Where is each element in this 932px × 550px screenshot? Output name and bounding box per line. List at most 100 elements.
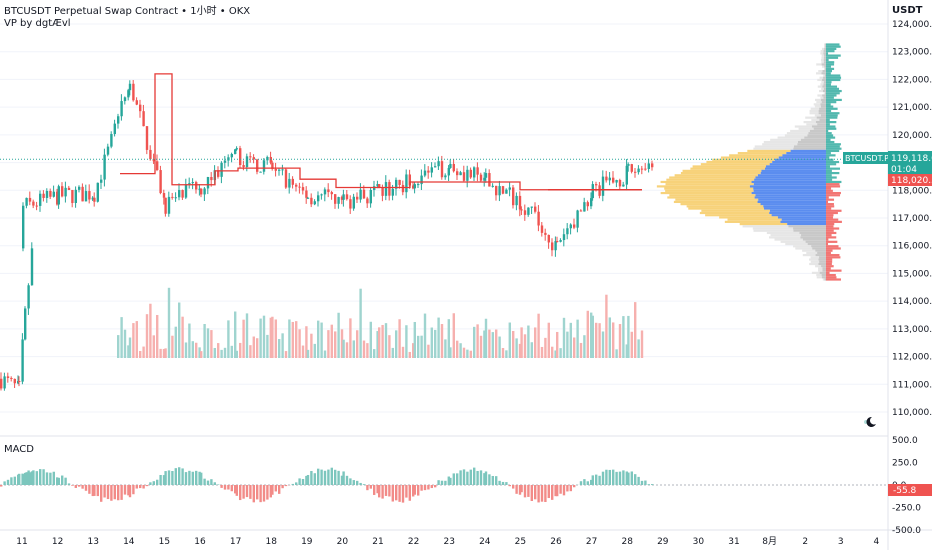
candle-body [305,190,308,198]
vp-row-left [810,256,820,259]
volume-bar [469,350,472,358]
candle-body [291,178,294,185]
vp-row-left [688,207,765,210]
macd-bar [310,470,313,485]
vp-delta [826,43,840,46]
volume-bar [515,338,518,358]
macd-bar [523,485,527,498]
vp-row-right [774,158,826,161]
macd-bar [81,485,84,489]
vp-row-right [819,107,826,110]
poc-path [120,73,548,191]
vp-row-right [790,149,826,153]
vp-row-right [802,238,826,241]
settings-icon[interactable] [864,416,876,427]
volume-bar [210,330,213,358]
candle-body [423,170,427,176]
vp-row-right [817,251,826,255]
candle-body [356,196,359,200]
vp-delta [826,114,838,117]
macd-bar [484,471,488,485]
vp-delta [826,265,834,268]
candle-body [340,197,344,200]
macd-bar [518,485,522,495]
macd-bar [586,481,589,485]
macd-bar [330,467,333,485]
time-tick-label: 3 [838,537,844,547]
candle-body [135,100,138,105]
volume-bar [627,315,630,358]
vp-row-left [798,127,814,130]
vp-delta [826,83,831,86]
candle-body [32,201,35,206]
vp-delta [826,92,840,95]
candle-body [159,170,162,194]
candle-body [220,162,223,177]
vp-delta [826,54,841,57]
vp-row-left [777,136,805,139]
candle-body [21,339,24,382]
vp-row-left [667,196,755,199]
price-axis[interactable]: 124,000.0 123,000.0 122,000.0 121,000.0 120,… [892,20,932,418]
volume-bar [359,288,362,358]
macd-bar [591,475,594,485]
macd-bar [651,484,654,485]
volume-bar [484,318,488,358]
price-tick-label: 118,000.0 [892,186,932,196]
volume-bar [630,331,633,358]
candle-body [56,191,59,205]
vp-row-left [814,105,822,108]
vp-delta [826,198,835,201]
macd-bar [566,485,569,492]
candle-body [579,210,583,212]
candle-body [342,194,345,200]
vp-delta [826,50,835,53]
vp-row-left [770,138,801,141]
vp-row-left [813,103,821,106]
price-tick-label: 114,000.0 [892,297,932,307]
vp-row-right [822,94,826,97]
macd-bar [93,485,96,496]
macd-bar [352,480,355,485]
vp-row-right [753,183,826,186]
candle-body [512,187,515,206]
vp-row-left [674,174,758,177]
vp-row-left [822,65,825,68]
vp-delta [826,132,832,135]
macd-histogram [0,467,654,503]
vp-row-left [669,194,756,197]
candle-body [618,179,622,187]
macd-bar [106,485,110,500]
candle-body [81,186,84,202]
volume-bar [605,294,608,358]
candle-body [495,185,498,196]
time-tick-label: 25 [515,537,526,547]
macd-indicator-label[interactable]: MACD [4,444,34,455]
candle-body [71,189,74,203]
vp-row-left [814,98,822,102]
macd-bar [281,485,284,489]
time-tick-label: 29 [657,537,669,547]
macd-bar [42,469,45,485]
macd-bar [627,472,630,485]
vp-row-left [762,143,798,146]
macd-bar [398,485,401,502]
vp-row-right [778,156,826,159]
candle-body [152,159,155,162]
vp-row-left [821,47,825,51]
candle-body [200,188,203,195]
macd-bar [559,485,562,494]
time-axis[interactable]: 11 12 13 14 15 16 17 18 19 20 21 22 23 24 25 26 27 28 29 30… [16,536,879,547]
macd-bar [84,485,88,491]
volume-bar [245,313,249,358]
vp-indicator-label[interactable]: VP by dgtÆvl [4,18,71,29]
vp-row-left [680,171,761,175]
candle-body [484,173,488,178]
chart-title[interactable]: BTCUSDT Perpetual Swap Contract • 1小时 • … [4,5,250,17]
vp-row-right [819,260,826,263]
volume-bar [301,345,305,358]
volume-bar [566,331,569,358]
candle-body [184,184,188,198]
vp-row-right [753,189,826,192]
